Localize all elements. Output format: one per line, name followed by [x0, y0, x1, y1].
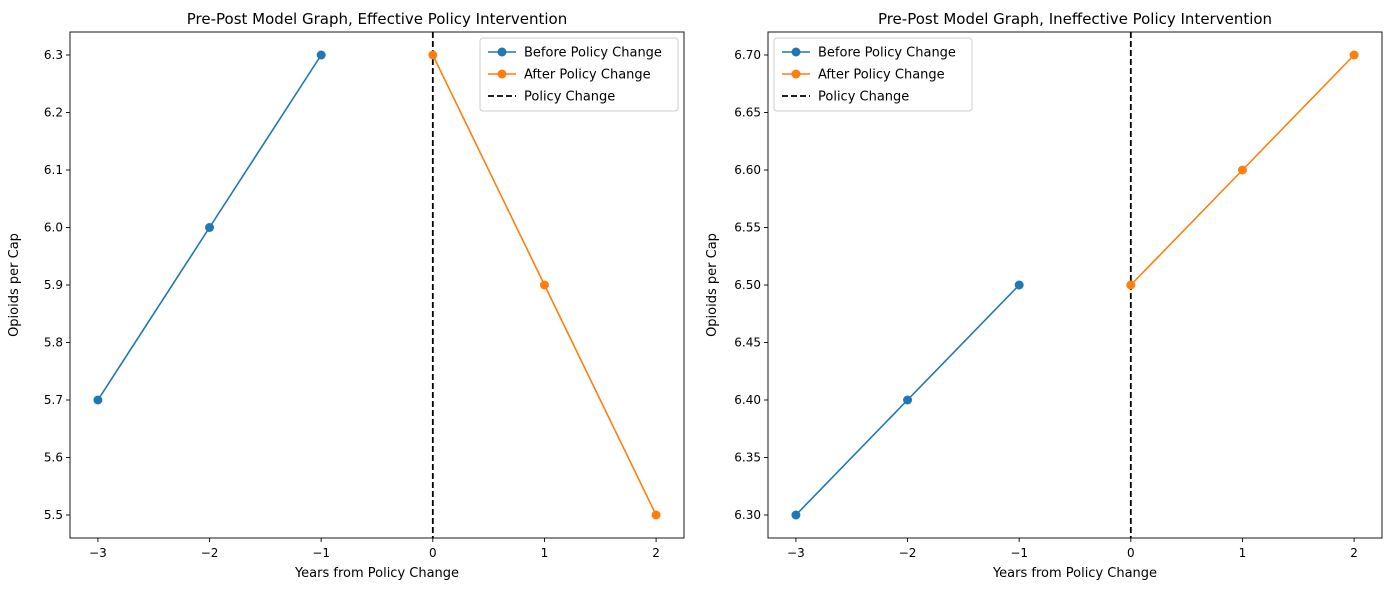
x-tick-label: −1 [1010, 546, 1028, 560]
data-point [903, 395, 913, 405]
x-tick-label: −1 [312, 546, 330, 560]
y-tick-label: 6.65 [734, 106, 761, 120]
y-tick-label: 6.60 [734, 163, 761, 177]
y-axis-label: Opioids per Cap [7, 233, 22, 337]
chart-panel-2: Pre-Post Model Graph, Ineffective Policy… [705, 10, 1383, 581]
data-point [428, 50, 438, 60]
chart-title: Pre-Post Model Graph, Ineffective Policy… [878, 10, 1272, 28]
x-tick-label: −2 [899, 546, 917, 560]
x-tick-label: 0 [429, 546, 437, 560]
y-tick-label: 6.55 [734, 221, 761, 235]
legend-swatch-marker [791, 69, 801, 79]
x-tick-label: −3 [89, 546, 107, 560]
legend-label: Policy Change [818, 90, 909, 105]
x-tick-label: 1 [1239, 546, 1247, 560]
legend-box [479, 37, 679, 112]
y-tick-label: 5.9 [44, 278, 63, 292]
data-point [1126, 280, 1136, 290]
legend: Before Policy Change After Policy Change P… [479, 37, 679, 112]
legend-box [773, 37, 973, 112]
x-tick-label: 2 [652, 546, 660, 560]
data-point [93, 395, 103, 405]
legend-swatch-marker [497, 47, 507, 57]
data-point [1237, 165, 1247, 175]
x-axis-label: Years from Policy Change [992, 566, 1157, 581]
y-tick-label: 6.35 [734, 451, 761, 465]
x-tick-label: 0 [1127, 546, 1135, 560]
x-tick-label: 2 [1350, 546, 1358, 560]
y-tick-label: 6.1 [44, 163, 63, 177]
y-tick-label: 5.6 [44, 451, 63, 465]
chart-panel-1: Pre-Post Model Graph, Effective Policy I… [7, 10, 685, 581]
y-tick-label: 5.7 [44, 393, 63, 407]
data-point [791, 510, 801, 520]
y-tick-label: 6.45 [734, 336, 761, 350]
legend-label: After Policy Change [524, 68, 651, 83]
x-tick-label: −3 [787, 546, 805, 560]
x-tick-label: 1 [541, 546, 549, 560]
y-axis-label: Opioids per Cap [705, 233, 720, 337]
data-point [651, 510, 661, 520]
y-tick-label: 5.5 [44, 508, 63, 522]
data-point [539, 280, 549, 290]
data-point [1349, 50, 1359, 60]
y-tick-label: 6.70 [734, 48, 761, 62]
y-tick-label: 6.3 [44, 48, 63, 62]
x-tick-label: −2 [201, 546, 219, 560]
x-axis-label: Years from Policy Change [294, 566, 459, 581]
chart-title: Pre-Post Model Graph, Effective Policy I… [187, 10, 567, 28]
y-tick-label: 5.8 [44, 336, 63, 350]
y-tick-label: 6.50 [734, 278, 761, 292]
y-tick-label: 6.30 [734, 508, 761, 522]
data-point [316, 50, 326, 60]
legend-label: Before Policy Change [818, 46, 956, 61]
legend-swatch-marker [497, 69, 507, 79]
y-tick-label: 6.2 [44, 106, 63, 120]
y-tick-label: 6.40 [734, 393, 761, 407]
legend: Before Policy Change After Policy Change P… [773, 37, 973, 112]
legend-swatch-marker [791, 47, 801, 57]
legend-label: Policy Change [524, 90, 615, 105]
data-point [1014, 280, 1024, 290]
legend-label: Before Policy Change [524, 46, 662, 61]
legend-label: After Policy Change [818, 68, 945, 83]
data-point [205, 223, 215, 232]
y-tick-label: 6.0 [44, 221, 63, 235]
